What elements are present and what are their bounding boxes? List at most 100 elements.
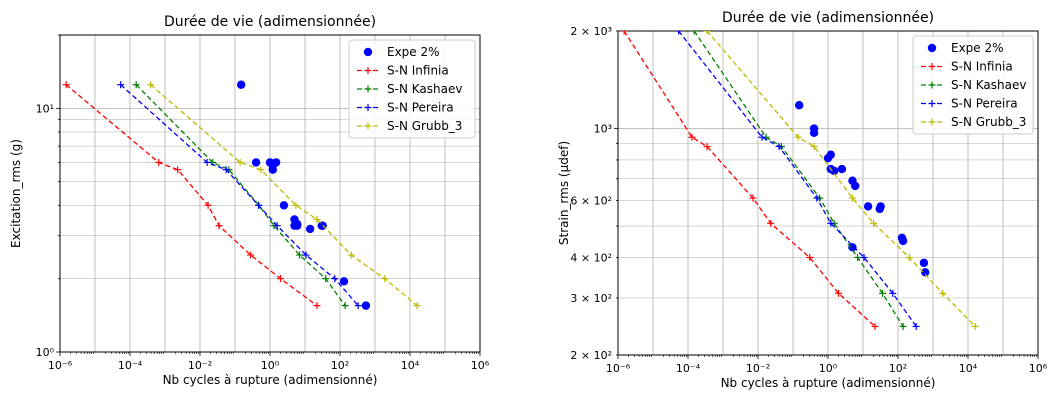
data-point	[794, 101, 804, 110]
legend-label: S-N Infinia	[951, 60, 1013, 74]
legend-label: S-N Grubb_3	[951, 115, 1026, 129]
series-marker	[273, 222, 281, 230]
legend-label: S-N Pereira	[387, 101, 454, 115]
series-marker	[203, 158, 211, 166]
x-tick-label: 10²	[331, 359, 349, 372]
data-point	[271, 158, 281, 167]
chart-title: Durée de vie (adimensionnée)	[164, 14, 376, 30]
legend-item: S-N Grubb_3	[357, 119, 462, 133]
series-line	[120, 84, 359, 307]
legend-label: S-N Infinia	[387, 64, 449, 78]
series-marker	[62, 81, 70, 89]
legend-item: S-N Grubb_3	[921, 115, 1026, 129]
plot-area	[620, 31, 979, 330]
series-marker	[222, 166, 230, 174]
series-marker	[848, 194, 856, 202]
data-point	[898, 236, 908, 246]
series-line	[706, 31, 976, 327]
data-point	[919, 258, 929, 268]
series-marker	[767, 219, 775, 227]
y-tick-label: 2 × 10²	[570, 349, 612, 362]
series-marker	[912, 322, 920, 330]
data-point	[290, 221, 299, 230]
legend-label: S-N Grubb_3	[387, 119, 462, 133]
series-marker	[313, 215, 321, 223]
x-tick-label: 10⁴	[959, 362, 978, 375]
legend-box	[912, 35, 1034, 135]
series-marker	[939, 289, 947, 297]
series-marker	[899, 322, 907, 330]
series-marker	[313, 302, 321, 310]
x-tick-label: 10⁰	[819, 362, 838, 375]
y-tick-label: 10³	[594, 123, 612, 136]
series-marker	[675, 31, 683, 35]
series-marker	[749, 194, 757, 202]
x-tick-label: 10⁻⁴	[676, 362, 701, 375]
series-line	[693, 31, 904, 327]
data-point	[305, 224, 315, 234]
data-point	[339, 277, 349, 286]
series-line	[678, 31, 917, 327]
series-marker	[132, 81, 140, 89]
x-tick-label: 10⁶	[1029, 362, 1048, 375]
plot-frame	[617, 30, 1039, 356]
legend-item: S-N Pereira	[921, 97, 1018, 111]
data-point	[848, 243, 857, 252]
series-marker	[860, 253, 868, 261]
series-marker	[215, 222, 223, 230]
x-tick-label: 10⁴	[401, 359, 420, 372]
data-point	[851, 181, 860, 191]
y-tick-label: 10⁰	[36, 346, 55, 359]
series-line	[135, 84, 346, 307]
series-marker	[703, 143, 711, 151]
series-marker	[354, 302, 362, 310]
series-marker	[147, 81, 155, 89]
series-marker	[827, 219, 835, 227]
legend: Expe 2% S-N Infinia S-N Kashaev S-N Pereira…	[348, 39, 476, 139]
plot-frame	[59, 34, 481, 353]
legend-item: S-N Infinia	[921, 60, 1013, 74]
x-tick-label: 10⁶	[471, 359, 490, 372]
series-line	[623, 31, 876, 327]
x-tick-label: 10⁻⁶	[48, 359, 73, 372]
data-point	[829, 166, 839, 176]
chart-strain: 10⁻⁶ 10⁻⁴ 10⁻² 10⁰ 10² 10⁴ 10⁶ 2 × 10² 3 × 10² 4 …	[557, 10, 1048, 390]
series-marker	[277, 275, 285, 283]
y-axis-label: Strain_rms (μdef)	[557, 141, 571, 245]
series-marker	[878, 289, 886, 297]
y-axis-label: Excitation_rms (g)	[9, 139, 23, 248]
series-marker	[794, 133, 802, 141]
data-point	[268, 165, 277, 174]
chart-excitation: 10⁻⁶ 10⁻⁴ 10⁻² 10⁰ 10² 10⁴ 10⁶ 10⁰ 10¹ Durée de v…	[9, 14, 490, 387]
series-marker	[871, 322, 879, 330]
series-marker	[247, 251, 255, 259]
series-marker	[703, 31, 711, 35]
series-marker	[302, 251, 310, 259]
plot-area	[62, 80, 421, 310]
data-point	[251, 158, 261, 167]
data-point	[826, 150, 835, 159]
series-marker	[381, 275, 389, 283]
series-marker	[117, 81, 125, 89]
legend-label: S-N Pereira	[951, 97, 1018, 111]
series-marker	[331, 275, 339, 283]
data-point	[361, 301, 371, 310]
series-marker	[690, 31, 698, 35]
series-marker	[775, 143, 783, 151]
series-marker	[835, 289, 843, 297]
legend-item: S-N Pereira	[357, 101, 454, 115]
data-point	[279, 201, 289, 210]
legend-item: S-N Infinia	[357, 64, 449, 78]
legend-item: Expe 2%	[927, 41, 1004, 55]
legend-label: Expe 2%	[951, 41, 1004, 55]
series-marker	[806, 253, 814, 261]
legend-marker-swatch	[927, 43, 937, 53]
x-tick-label: 10⁻²	[746, 362, 770, 375]
data-point	[863, 202, 873, 211]
chart-title: Durée de vie (adimensionnée)	[722, 10, 934, 26]
y-tick-label: 3 × 10²	[570, 292, 612, 305]
series-marker	[413, 302, 421, 310]
series-marker	[905, 253, 913, 261]
x-tick-label: 10⁻⁶	[606, 362, 631, 375]
